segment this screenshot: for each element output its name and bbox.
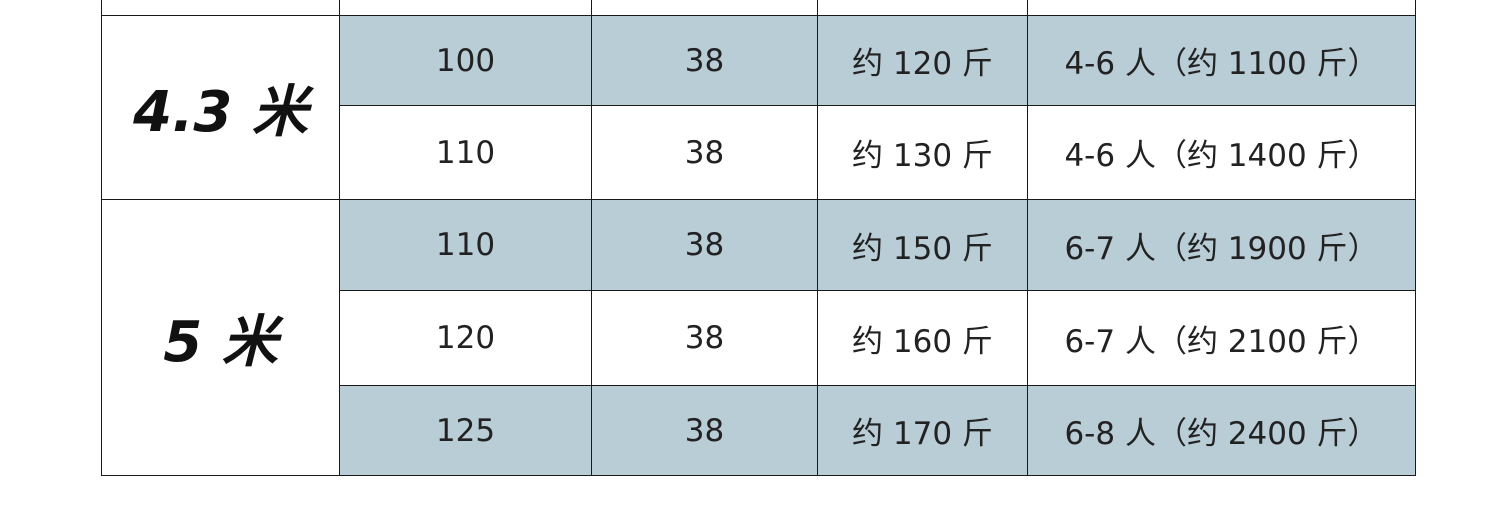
table-cell-c4: 6-8 人（约 2400 斤） — [1027, 385, 1416, 476]
group-label: 5 米 — [101, 199, 340, 476]
table-cell-c4: 6-7 人（约 2100 斤） — [1027, 290, 1416, 386]
table-cell-c2: 38 — [591, 105, 818, 200]
spec-table: 4.3 米 100 38 约 120 斤 4-6 人（约 1100 斤） 110 38 约 1… — [101, 0, 1416, 476]
table-cell-c1: 110 — [339, 105, 592, 200]
table-row: 5 米 110 38 约 150 斤 6-7 人（约 1900 斤） — [101, 199, 1416, 476]
table-cell-c1: 100 — [339, 15, 592, 106]
table-row: 120 38 约 160 斤 6-7 人（约 2100 斤） — [102, 290, 1416, 386]
table-cell-c1: 120 — [339, 290, 592, 386]
table-cell-c1: 125 — [339, 385, 592, 476]
table-row-partial — [101, 0, 1416, 16]
table-cell-c3: 约 120 斤 — [817, 15, 1028, 106]
table-cell-c3: 约 160 斤 — [817, 290, 1028, 386]
table-cell-c3: 约 170 斤 — [817, 385, 1028, 476]
table-cell-c4: 4-6 人（约 1400 斤） — [1027, 105, 1416, 200]
table-cell-c2: 38 — [591, 385, 818, 476]
table-cell-c3: 约 150 斤 — [817, 199, 1028, 291]
table-cell-c2: 38 — [591, 15, 818, 106]
table-row: 4.3 米 100 38 约 120 斤 4-6 人（约 1100 斤） — [101, 15, 1416, 200]
table-cell-c4: 4-6 人（约 1100 斤） — [1027, 15, 1416, 106]
table-cell-c4: 6-7 人（约 1900 斤） — [1027, 199, 1416, 291]
table-cell-c2: 38 — [591, 290, 818, 386]
table-row: 125 38 约 170 斤 6-8 人（约 2400 斤） — [102, 385, 1416, 476]
group-label: 4.3 米 — [101, 15, 340, 200]
table-cell-c1: 110 — [339, 199, 592, 291]
table-cell-c3: 约 130 斤 — [817, 105, 1028, 200]
table-cell-c2: 38 — [591, 199, 818, 291]
